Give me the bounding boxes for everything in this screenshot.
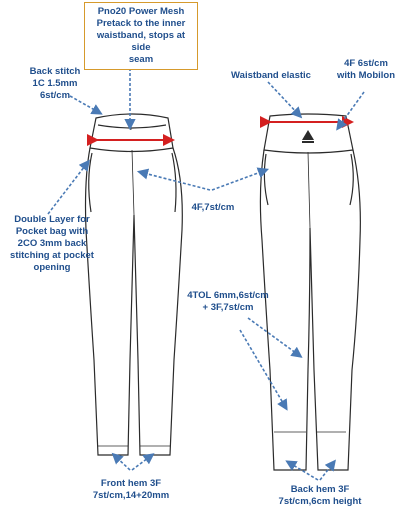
arrow-inseam-upper (247, 317, 303, 358)
front-right-pocket (171, 152, 177, 213)
callout-back-stitch: Back stitch 1C 1.5mm 6st/cm (29, 66, 81, 101)
callout-power-mesh: Pno20 Power Mesh Pretack to the inner wa… (84, 2, 198, 70)
callout-inseam: 4TOL 6mm,6st/cm + 3F,7st/cm (187, 290, 269, 313)
front-left-pocket (88, 152, 93, 213)
arrow-front-hem-left (111, 452, 131, 471)
callout-waistband-elastic: Waistband elastic (231, 70, 311, 81)
arrow-front-hem-right (131, 453, 155, 471)
callout-back-hem: Back hem 3F 7st/cm,6cm height (278, 484, 362, 507)
front-waistband (89, 113, 174, 153)
arrow-back-hem-right (319, 459, 336, 481)
callout-side-seam: 4F,7st/cm (191, 202, 235, 213)
arrow-back-stitch (69, 95, 103, 115)
arrow-waistband-elastic (267, 81, 303, 119)
arrow-side-seam-back (211, 167, 270, 191)
arrow-side-seam-front (136, 168, 211, 191)
front-legging (84, 113, 183, 456)
arrow-back-hem-left (285, 460, 319, 481)
arrow-pocket-bag (47, 159, 90, 215)
back-left-pocket (263, 153, 269, 206)
back-right-pocket (349, 153, 354, 206)
callout-mobilon: 4F 6st/cm with Mobilon (336, 58, 396, 81)
callout-arrows (47, 68, 365, 481)
front-body-outline (84, 147, 183, 456)
callout-front-hem: Front hem 3F 7st/cm,14+20mm (92, 478, 170, 501)
delta-logo-icon (302, 130, 314, 143)
arrow-inseam-lower (239, 329, 288, 411)
callout-pocket-bag: Double Layer for Pocket bag with 2CO 3mm… (10, 214, 94, 273)
arrow-mobilon (336, 91, 365, 131)
